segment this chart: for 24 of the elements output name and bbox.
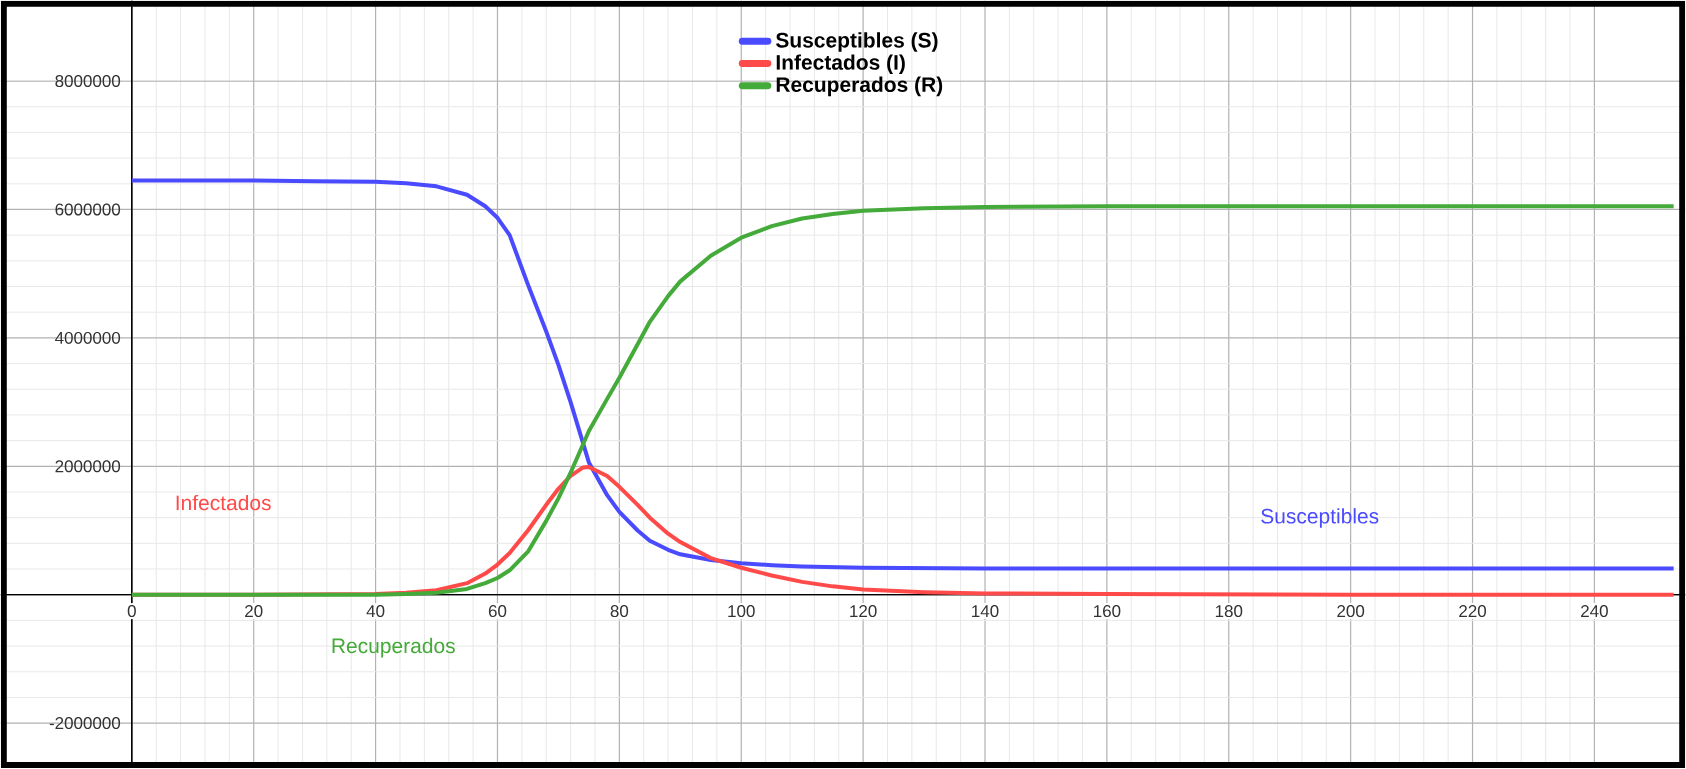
annotation: Recuperados (332, 637, 455, 658)
y-tick-label: 2000000 (55, 460, 121, 473)
x-tick-label: 40 (366, 605, 385, 618)
x-tick-label: 220 (1459, 605, 1487, 618)
x-tick-label: 140 (972, 605, 999, 618)
x-tick-label: 80 (610, 605, 629, 618)
annotation: Infectados (176, 494, 271, 511)
x-tick-label: 120 (850, 605, 877, 618)
x-tick-label: 180 (1215, 605, 1243, 618)
x-tick-label: 200 (1337, 605, 1365, 618)
x-tick-label: 0 (127, 605, 136, 618)
legend-label: Susceptibles (S) (775, 32, 938, 52)
legend-label: Recuperados (R) (776, 76, 943, 97)
y-tick-label: -2000000 (49, 717, 121, 730)
annotation: Susceptibles (1261, 508, 1379, 528)
y-tick-label: 6000000 (55, 203, 121, 216)
x-tick-label: 100 (728, 605, 755, 618)
y-tick-label: 8000000 (55, 75, 121, 88)
y-tick-label: 4000000 (55, 331, 121, 344)
x-tick-label: 240 (1581, 605, 1608, 618)
x-tick-label: 160 (1094, 605, 1121, 618)
x-tick-label: 60 (488, 605, 507, 618)
legend-label: Infectados (I) (776, 54, 905, 75)
x-tick-label: 20 (245, 605, 263, 618)
